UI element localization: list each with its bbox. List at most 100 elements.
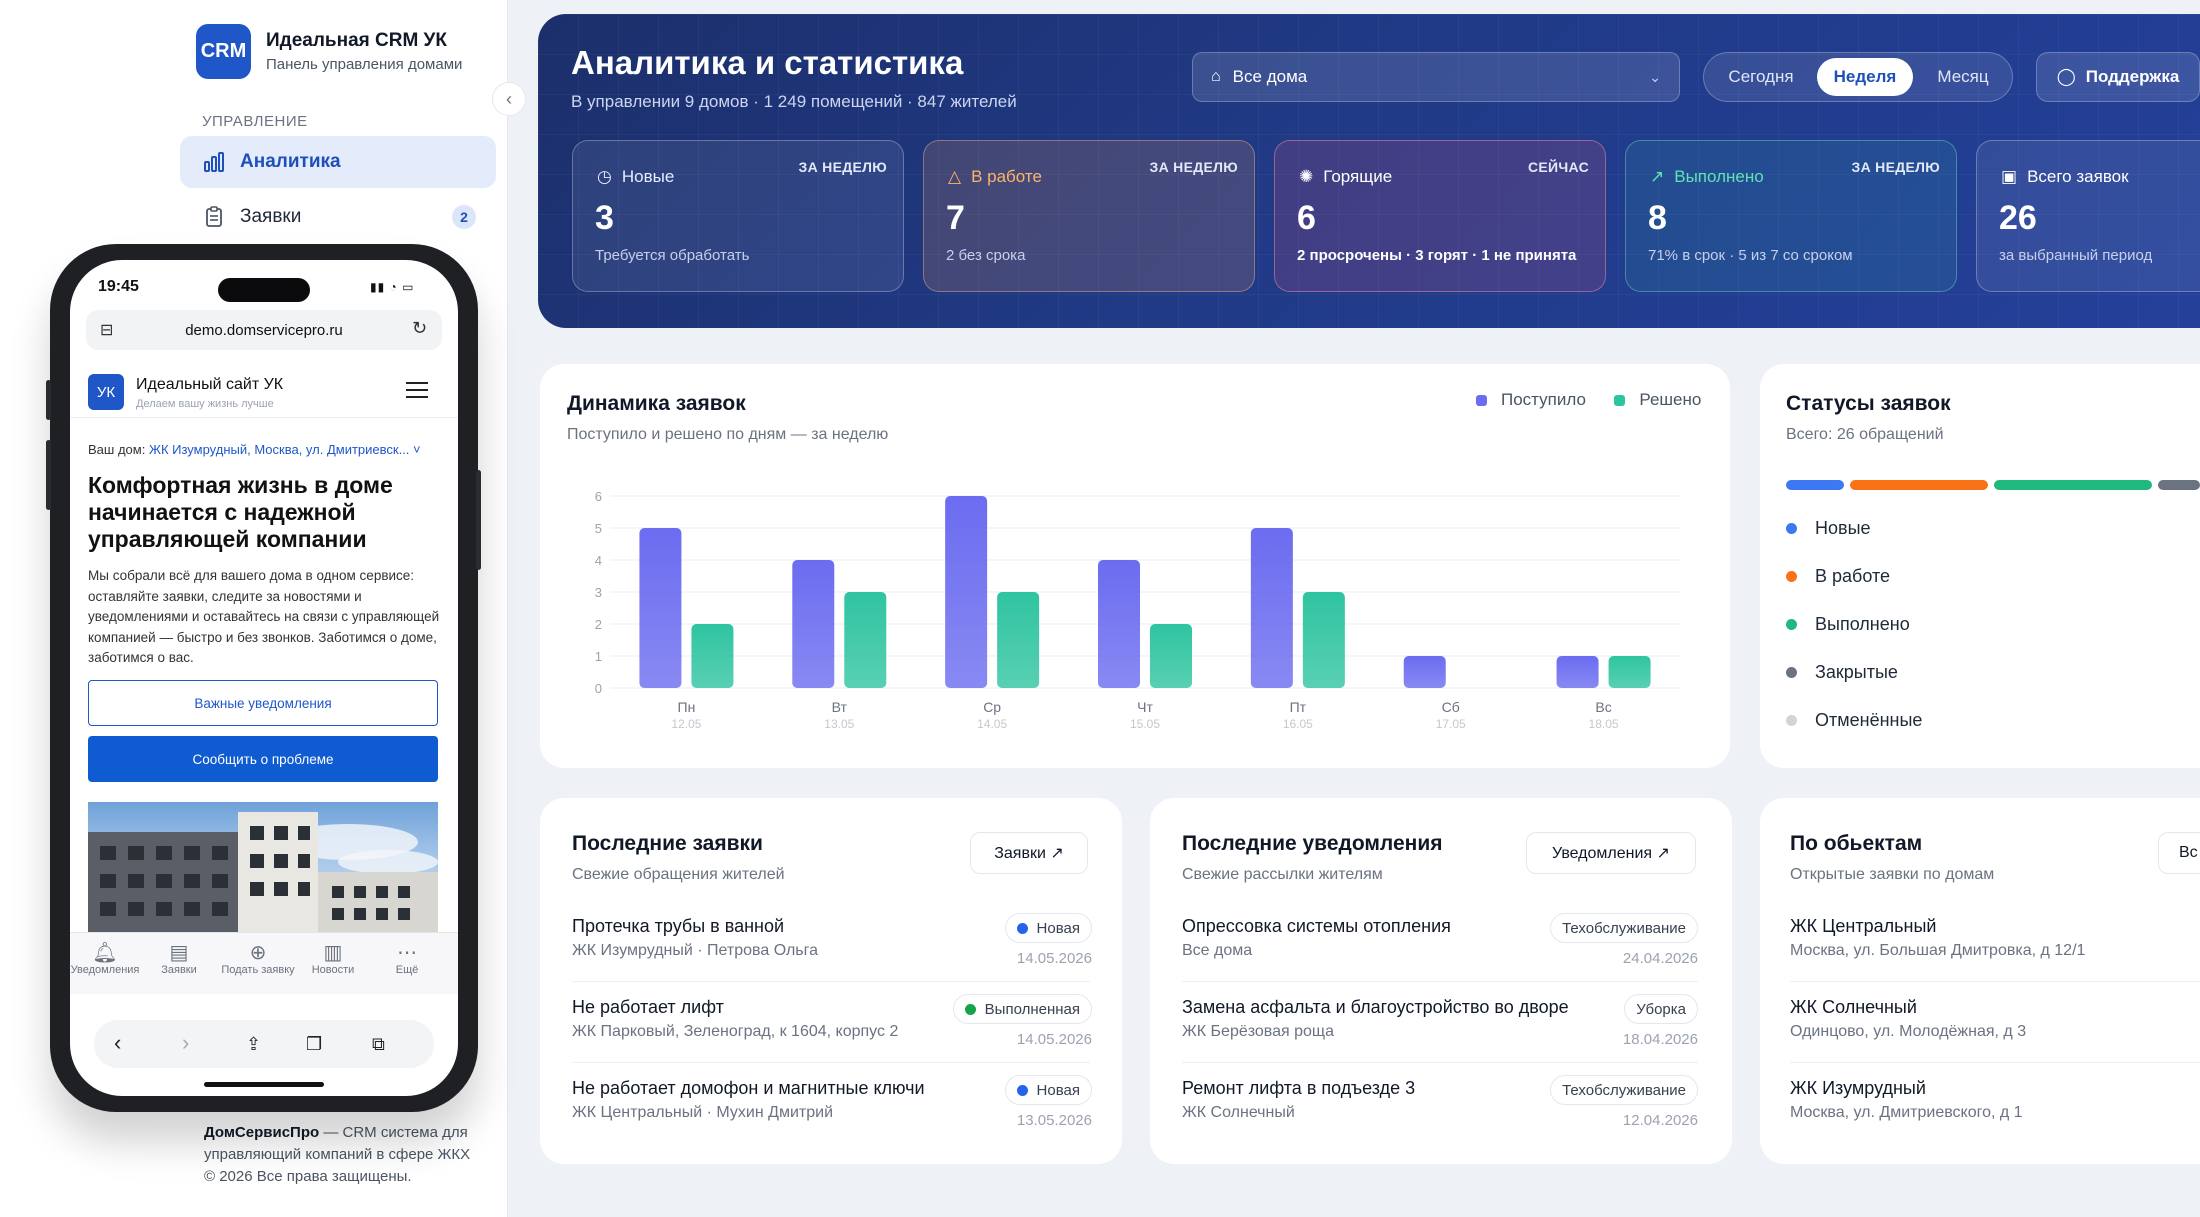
objects-link-button[interactable]: Вс xyxy=(2158,832,2200,874)
tabs-overview-icon[interactable]: ⧉ xyxy=(372,1034,385,1054)
bell-icon: 🔔︎ xyxy=(92,942,118,964)
notifications-link-button[interactable]: Уведомления ↗ xyxy=(1526,832,1696,874)
status-dot xyxy=(1786,571,1797,582)
request-meta: ЖК Изумрудный · Петрова Ольга xyxy=(572,942,819,959)
y-tick-label: 6 xyxy=(595,489,602,504)
status-item-new: Новые xyxy=(1786,518,1871,539)
mobile-tab-notifications[interactable]: 🔔︎ Уведомления xyxy=(70,940,140,976)
share-icon[interactable]: ⇪ xyxy=(246,1034,262,1054)
bar-chart-icon xyxy=(202,150,226,174)
house-select-value: Все дома xyxy=(1232,67,1308,86)
x-tick-date: 15.05 xyxy=(1130,717,1160,731)
bar-решено xyxy=(691,624,734,688)
y-tick-label: 3 xyxy=(595,585,602,600)
period-month[interactable]: Месяц xyxy=(1937,67,1989,86)
period-today[interactable]: Сегодня xyxy=(1728,67,1794,86)
x-tick-label: Чт xyxy=(1137,699,1153,715)
notification-row[interactable]: Опрессовка системы отопления Все дома Те… xyxy=(1182,913,1698,976)
kpi-value: 6 xyxy=(1297,199,1316,237)
plus-circle-icon: ⊕ xyxy=(249,942,267,964)
x-tick-label: Ср xyxy=(983,699,1001,715)
notification-row[interactable]: Ремонт лифта в подъезде 3 ЖК Солнечный Т… xyxy=(1182,1075,1698,1138)
browser-url-bar[interactable]: demo.domservicepro.ru xyxy=(86,310,442,350)
status-label: Выполнено xyxy=(1815,614,1910,634)
kpi-title-text: Всего заявок xyxy=(2027,167,2129,186)
category-badge: Техобслуживание xyxy=(1550,1075,1698,1105)
important-notifications-button[interactable]: Важные уведомления xyxy=(88,680,438,726)
bookmarks-icon[interactable]: ❐ xyxy=(306,1034,323,1054)
object-row[interactable]: ЖК Солнечный Одинцово, ул. Молодёжная, д… xyxy=(1790,997,2200,1057)
kpi-done[interactable]: ↗ Выполнено ЗА НЕДЕЛЮ 8 71% в срок · 5 из… xyxy=(1625,140,1957,292)
fire-icon: ✺ xyxy=(1299,167,1314,186)
browser-toolbar xyxy=(94,1020,434,1068)
kpi-title-text: Выполнено xyxy=(1674,167,1764,186)
request-date: 14.05.2026 xyxy=(1016,1031,1092,1048)
kpi-title: ✺ Горящие xyxy=(1299,167,1392,187)
mobile-tab-new-request[interactable]: ⊕ Подать заявку xyxy=(218,940,298,976)
phone-time: 19:45 xyxy=(98,278,139,295)
site-tagline: Делаем вашу жизнь лучше xyxy=(136,398,274,410)
object-row[interactable]: ЖК Изумрудный Москва, ул. Дмитриевского,… xyxy=(1790,1078,2200,1138)
kpi-title: ↗ Выполнено xyxy=(1650,167,1764,187)
statuses-card xyxy=(1760,364,2200,768)
status-item-cancelled: Отменённые xyxy=(1786,710,1922,731)
browser-url: demo.domservicepro.ru xyxy=(185,321,343,339)
house-selector[interactable]: Ваш дом: ЖК Изумрудный, Москва, ул. Дмит… xyxy=(88,442,421,457)
status-dot xyxy=(1016,922,1028,934)
hamburger-menu-icon[interactable] xyxy=(406,382,428,403)
request-row[interactable]: Протечка трубы в ванной ЖК Изумрудный · … xyxy=(572,913,1092,976)
x-tick-label: Пн xyxy=(678,699,696,715)
legend-label: Поступило xyxy=(1501,390,1586,409)
request-row[interactable]: Не работает домофон и магнитные ключи ЖК… xyxy=(572,1075,1092,1138)
sidebar-item-analytics[interactable]: Аналитика xyxy=(180,136,496,188)
clipboard-icon xyxy=(202,205,226,229)
request-date: 13.05.2026 xyxy=(1016,1112,1092,1129)
status-item-done: Выполнено xyxy=(1786,614,1910,635)
house-select[interactable]: ⌂ Все дома ⌄ xyxy=(1192,52,1680,102)
support-button[interactable]: ◯ Поддержка xyxy=(2036,52,2200,102)
reload-icon[interactable]: ↻ xyxy=(412,318,428,338)
status-badge: Выполненная xyxy=(952,994,1092,1024)
status-dot xyxy=(1786,667,1797,678)
mobile-tab-requests[interactable]: ▤ Заявки xyxy=(144,940,214,976)
x-tick-date: 14.05 xyxy=(977,717,1007,731)
notification-title: Замена асфальта и благоустройство во дво… xyxy=(1182,997,1569,1017)
kpi-new[interactable]: ◷ Новые ЗА НЕДЕЛЮ 3 Требуется обработать xyxy=(572,140,904,292)
collapse-sidebar-button[interactable]: ‹ xyxy=(492,82,526,116)
sidebar-item-label: Аналитика xyxy=(240,151,341,172)
mobile-tab-label: Новости xyxy=(311,964,355,976)
bar-решено xyxy=(1302,592,1345,688)
sidebar-item-label: Заявки xyxy=(240,206,302,227)
requests-link-button[interactable]: Заявки ↗ xyxy=(970,832,1088,874)
bar-решено xyxy=(844,592,887,688)
kpi-title-text: Горящие xyxy=(1323,167,1393,186)
mobile-tab-news[interactable]: ▥ Новости xyxy=(298,940,368,976)
notification-target: Все дома xyxy=(1182,942,1253,959)
back-icon[interactable]: ‹ xyxy=(114,1030,122,1055)
report-problem-button[interactable]: Сообщить о проблеме xyxy=(88,736,438,782)
period-week[interactable]: Неделя xyxy=(1817,58,1913,96)
bar-решено xyxy=(997,592,1040,688)
object-title: ЖК Солнечный xyxy=(1790,997,1917,1017)
status-badge-label: Выполненная xyxy=(984,1000,1080,1018)
y-tick-label: 4 xyxy=(595,553,602,568)
tabs-icon[interactable]: ⊟ xyxy=(100,322,114,339)
notification-row[interactable]: Замена асфальта и благоустройство во дво… xyxy=(1182,994,1698,1057)
object-row[interactable]: ЖК Центральный Москва, ул. Большая Дмитр… xyxy=(1790,916,2200,976)
kpi-note: Требуется обработать xyxy=(595,247,750,264)
kpi-in-progress[interactable]: △ В работе ЗА НЕДЕЛЮ 7 2 без срока xyxy=(923,140,1255,292)
kpi-urgent[interactable]: ✺ Горящие СЕЙЧАС 6 2 просрочены · 3 горят… xyxy=(1274,140,1606,292)
status-dot xyxy=(1786,715,1797,726)
forward-icon[interactable]: › xyxy=(182,1030,190,1055)
sidebar-item-requests[interactable]: Заявки 2 xyxy=(180,191,496,243)
status-item-closed: Закрытые xyxy=(1786,662,1898,683)
home-indicator xyxy=(204,1082,324,1087)
x-tick-label: Сб xyxy=(1442,699,1460,715)
mobile-tab-more[interactable]: ⋯ Ещё xyxy=(372,940,442,976)
request-row[interactable]: Не работает лифт ЖК Парковый, Зеленоград… xyxy=(572,994,1092,1057)
status-badge-label: Новая xyxy=(1036,919,1080,937)
y-tick-label: 5 xyxy=(595,521,602,536)
notification-target: ЖК Солнечный xyxy=(1182,1104,1295,1121)
kpi-total[interactable]: ▣ Всего заявок 26 за выбранный период xyxy=(1976,140,2200,292)
by-objects-title: По обьектам xyxy=(1790,832,1923,855)
